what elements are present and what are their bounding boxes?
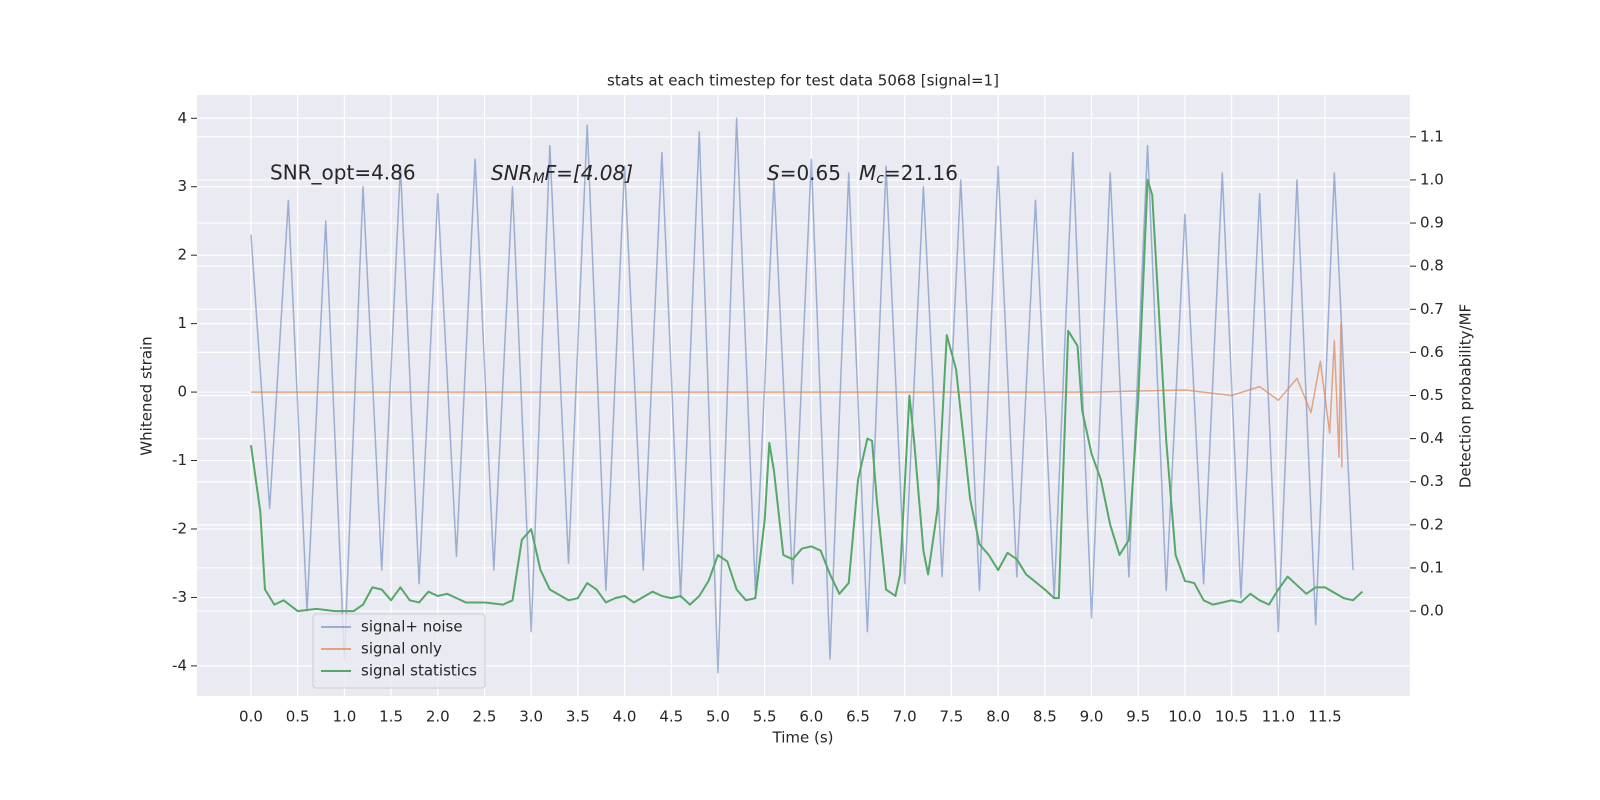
y-tick-label: -3 (172, 588, 187, 606)
y2-axis-label: Detection probability/MF (1457, 304, 1475, 488)
x-tick-label: 6.5 (846, 708, 870, 726)
y2-tick-label: 1.1 (1420, 127, 1444, 145)
annotation-part: c (876, 171, 884, 187)
x-tick-label: 3.5 (566, 708, 590, 726)
y-tick-label: -2 (172, 519, 187, 537)
y-tick-label: -1 (172, 451, 187, 469)
y-tick-label: -4 (172, 656, 187, 674)
y2-tick-label: 0.3 (1420, 472, 1444, 490)
annotation: SNR_opt=4.86 (270, 161, 416, 185)
annotation-part: SNR (491, 161, 533, 185)
x-tick-label: 0.5 (286, 708, 310, 726)
y2-tick-label: 0.6 (1420, 343, 1444, 361)
y2-tick-label: 0.7 (1420, 300, 1444, 318)
x-tick-label: 11.0 (1262, 708, 1295, 726)
x-tick-label: 8.0 (986, 708, 1010, 726)
series-line (250, 322, 1343, 468)
annotation-part: =21.16 (884, 161, 958, 185)
axes: 0.0 0.5 1.0 1.5 2.0 2.5 3.0 3.5 4.0 4.5 5.0 5.5 6.0 6… (172, 109, 1444, 726)
y2-tick-label: 0.1 (1420, 558, 1444, 576)
x-tick-label: 0.0 (239, 708, 263, 726)
x-tick-label: 9.5 (1126, 708, 1150, 726)
annotation: S=0.65 (767, 161, 841, 185)
series-line (249, 178, 1364, 613)
y2-tick-label: 0.0 (1420, 602, 1444, 620)
legend-label: signal+ noise (361, 618, 463, 636)
lines (249, 117, 1364, 674)
annotation-part: =0.65 (780, 161, 841, 185)
x-tick-label: 6.0 (799, 708, 823, 726)
annotation-part: S (767, 161, 780, 185)
y2-tick-label: 0.8 (1420, 257, 1444, 275)
x-tick-label: 2.5 (473, 708, 497, 726)
x-tick-label: 7.5 (940, 708, 964, 726)
y-axis-label: Whitened strain (138, 336, 156, 455)
legend-label: signal only (361, 640, 442, 658)
x-tick-label: 10.0 (1168, 708, 1201, 726)
y-tick-label: 1 (177, 314, 187, 332)
x-tick-label: 1.0 (332, 708, 356, 726)
legend: signal+ noise signal only signal statistic… (312, 613, 486, 689)
y-tick-label: 4 (177, 109, 187, 127)
x-tick-label: 4.0 (613, 708, 637, 726)
x-tick-label: 8.5 (1033, 708, 1057, 726)
y2-tick-label: 0.9 (1420, 214, 1444, 232)
annotation-part: M (533, 171, 545, 187)
x-tick-label: 5.5 (753, 708, 777, 726)
y2-tick-label: 0.4 (1420, 429, 1444, 447)
annotation-part: F=[4.08] (545, 161, 633, 185)
annotation-part: M (859, 161, 876, 185)
x-tick-label: 4.5 (659, 708, 683, 726)
y2-tick-label: 1.0 (1420, 170, 1444, 188)
annotation: Mc=21.16 (859, 161, 958, 188)
chart-title: stats at each timestep for test data 506… (607, 72, 999, 90)
x-tick-label: 5.0 (706, 708, 730, 726)
legend-box (312, 613, 486, 689)
y-tick-label: 0 (177, 383, 187, 401)
annotation: SNRMF=[4.08] (491, 161, 633, 188)
y2-tick-label: 0.5 (1420, 386, 1444, 404)
y-tick-label: 3 (177, 177, 187, 195)
x-tick-label: 2.0 (426, 708, 450, 726)
x-axis-label: Time (s) (772, 729, 834, 747)
y2-tick-label: 0.2 (1420, 515, 1444, 533)
x-tick-label: 3.0 (519, 708, 543, 726)
x-tick-label: 10.5 (1215, 708, 1248, 726)
y-tick-label: 2 (177, 246, 187, 264)
series-line (250, 117, 1354, 674)
x-tick-label: 9.0 (1080, 708, 1104, 726)
x-tick-label: 7.0 (893, 708, 917, 726)
legend-label: signal statistics (361, 662, 477, 680)
x-tick-label: 1.5 (379, 708, 403, 726)
grid (197, 95, 1410, 696)
x-tick-label: 11.5 (1308, 708, 1341, 726)
